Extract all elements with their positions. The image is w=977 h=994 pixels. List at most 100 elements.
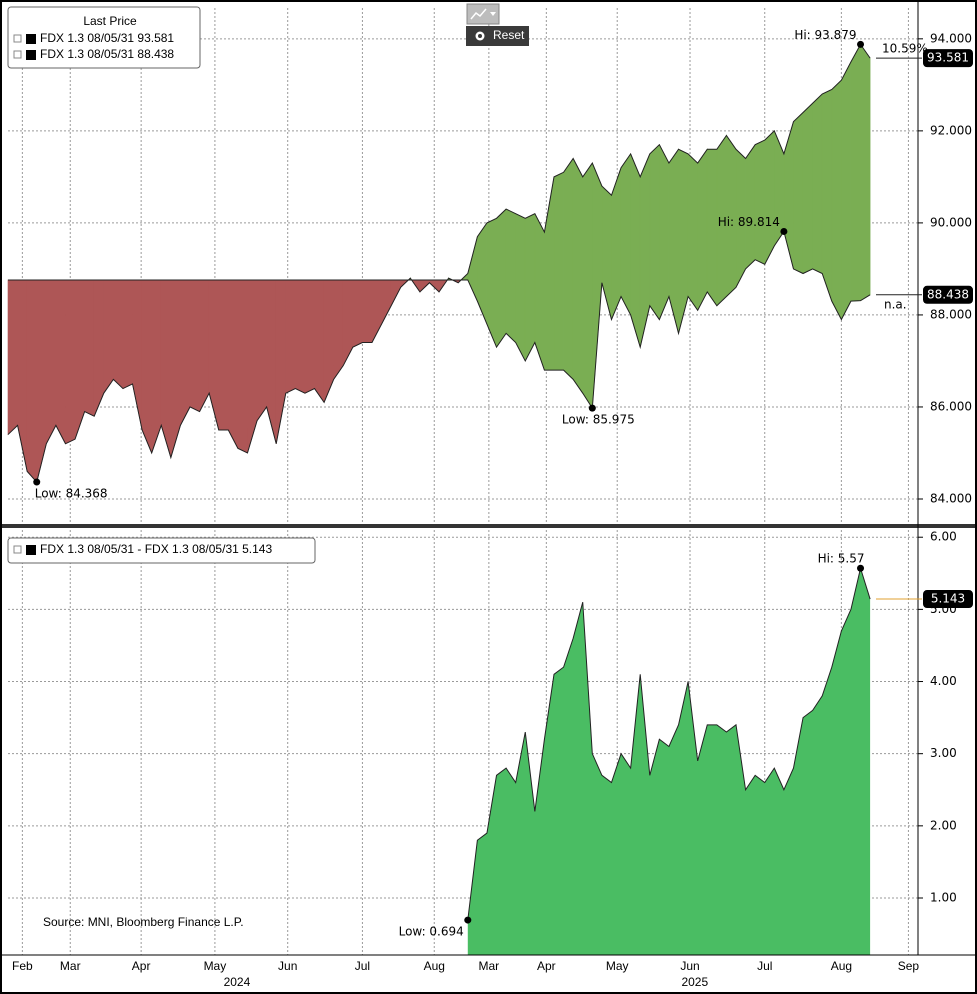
range-fill (7, 279, 18, 436)
range-fill (189, 279, 200, 413)
toolbar: Reset (466, 3, 529, 46)
range-fill (841, 61, 852, 320)
extreme-label: Hi: 5.57 (818, 552, 865, 566)
legend-swatch (26, 50, 36, 60)
extreme-marker (857, 40, 865, 48)
last-value-label: 88.438 (927, 287, 969, 301)
range-fill (687, 153, 698, 312)
legend-swatch (26, 545, 36, 555)
range-fill (850, 44, 861, 302)
legend-expand (13, 545, 22, 554)
x-tick-label: Jul (757, 959, 772, 973)
reset-button[interactable] (466, 26, 529, 46)
range-fill (218, 279, 229, 431)
range-fill (793, 111, 804, 274)
change-label: 10.59% (882, 42, 928, 56)
extreme-marker (857, 564, 865, 572)
range-fill (812, 93, 823, 274)
legend-top: Last Price (7, 6, 201, 69)
range-fill (314, 279, 325, 404)
range-fill (103, 279, 114, 395)
y-tick-label: 88.000 (930, 307, 972, 321)
x-tick-label: Aug (424, 959, 445, 973)
extreme-marker (464, 916, 472, 924)
x-group-label: 2024 (224, 975, 251, 989)
range-fill (524, 213, 536, 362)
x-tick-label: Apr (537, 959, 556, 973)
range-fill (151, 279, 162, 454)
range-fill (285, 279, 296, 394)
reset-icon-dot (478, 34, 482, 38)
source-note: Source: MNI, Bloomberg Finance L.P. (43, 915, 244, 929)
x-group-label: 2025 (681, 975, 708, 989)
legend-label: FDX 1.3 08/05/31 88.438 (40, 47, 174, 61)
range-fill (122, 279, 133, 390)
range-fill (659, 144, 670, 320)
legend-label: FDX 1.3 08/05/31 93.581 (40, 31, 174, 45)
range-fill (46, 279, 57, 444)
y-tick-label: 92.000 (930, 123, 972, 137)
range-fill (754, 139, 766, 265)
y-tick-label: 86.000 (930, 399, 972, 413)
extreme-label: Low: 0.694 (399, 925, 464, 939)
range-fill (620, 152, 631, 316)
legend-expand (13, 50, 22, 59)
range-fill (563, 157, 574, 381)
extreme-marker (33, 478, 41, 486)
y-tick-label: 90.000 (930, 215, 972, 229)
chart-type-button[interactable] (466, 3, 500, 25)
change-label: n.a. (884, 297, 907, 311)
range-fill (256, 279, 267, 422)
last-value-tag (923, 285, 973, 304)
range-fill (84, 279, 95, 417)
x-tick-label: Jul (355, 959, 370, 973)
range-fill (237, 279, 248, 454)
range-fill (352, 279, 363, 348)
range-fill (649, 143, 660, 321)
range-fill (582, 162, 593, 410)
series-line (8, 230, 871, 410)
x-tick-label: May (204, 959, 227, 973)
x-tick-label: Aug (831, 959, 852, 973)
dropdown-arrow (490, 12, 496, 16)
legend-expand (13, 34, 22, 43)
last-value-tag (923, 590, 973, 609)
chart-type-icon (470, 8, 487, 20)
y-tick-label: 6.00 (930, 530, 957, 544)
legend-title: Last Price (83, 14, 137, 28)
extreme-label: Low: 84.368 (35, 487, 108, 501)
y-tick-label: 2.00 (930, 818, 957, 832)
range-fill (228, 279, 239, 449)
range-fill (706, 148, 718, 307)
range-fill (65, 279, 76, 445)
range-fill (745, 143, 756, 270)
range-fill (572, 158, 584, 395)
range-fill (295, 279, 306, 394)
last-value-label: 5.143 (931, 592, 965, 606)
x-tick-label: Mar (479, 959, 500, 973)
range-fill (515, 213, 526, 362)
area-fill (467, 568, 871, 955)
range-fill (26, 279, 38, 483)
range-fill (553, 171, 564, 371)
extreme-label: Low: 85.975 (562, 413, 635, 427)
range-fill (821, 88, 833, 302)
range-fill (113, 279, 124, 390)
range-fill (697, 148, 708, 311)
legend-box (7, 537, 316, 564)
range-fill (333, 279, 344, 381)
y-tick-label: 1.00 (930, 890, 957, 904)
range-fill (764, 130, 775, 265)
extreme-marker (588, 404, 596, 412)
x-tick-label: Jun (680, 959, 699, 973)
y-tick-label: 94.000 (930, 31, 972, 45)
range-fill (802, 102, 813, 274)
series-line (7, 43, 871, 484)
reset-label[interactable]: Reset (493, 28, 525, 42)
last-value-tag (923, 49, 973, 68)
range-fill (362, 279, 373, 343)
extreme-marker (780, 227, 788, 235)
legend-swatch (26, 34, 36, 44)
range-fill (496, 208, 507, 349)
